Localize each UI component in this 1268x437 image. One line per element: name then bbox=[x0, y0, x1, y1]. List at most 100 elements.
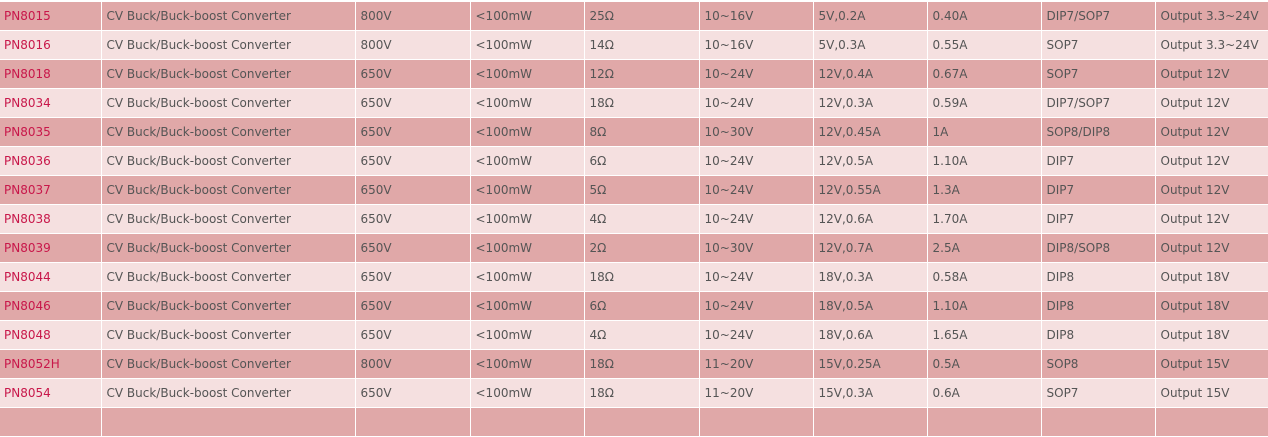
cell-package: DIP7 bbox=[1040, 146, 1156, 176]
cell-current-limit: 0.67A bbox=[926, 59, 1042, 89]
cell-package: SOP7 bbox=[1040, 378, 1156, 408]
cell-rdson: 4Ω bbox=[583, 320, 700, 350]
cell-rdson: 2Ω bbox=[583, 233, 700, 263]
cell-application: Output 12V bbox=[1154, 175, 1268, 205]
cell-package: SOP7 bbox=[1040, 30, 1156, 60]
cell-rdson: 25Ω bbox=[583, 1, 700, 31]
cell-part-number[interactable]: PN8016 bbox=[0, 30, 102, 60]
cell-voltage: 650V bbox=[354, 117, 471, 147]
cell-part-number[interactable]: PN8046 bbox=[0, 291, 102, 321]
cell-voltage: 650V bbox=[354, 59, 471, 89]
cell-rdson: 5Ω bbox=[583, 175, 700, 205]
cell-current-limit: 1.10A bbox=[926, 291, 1042, 321]
cell-type: CV Buck/Buck-boost Converter bbox=[100, 175, 356, 205]
cell-application: Output 3.3~24V bbox=[1154, 1, 1268, 31]
cell-part-number[interactable]: PN8034 bbox=[0, 88, 102, 118]
cell-rdson: 6Ω bbox=[583, 146, 700, 176]
table-row: PN8039 CV Buck/Buck-boost Converter 650V <1… bbox=[0, 233, 1268, 263]
cell-application: Output 3.3~24V bbox=[1154, 30, 1268, 60]
cell-part-number[interactable]: PN8048 bbox=[0, 320, 102, 350]
cell-part-number[interactable]: PN8038 bbox=[0, 204, 102, 234]
cell-vcc-range: 10~30V bbox=[698, 233, 814, 263]
table-row: PN8052H CV Buck/Buck-boost Converter 800V <… bbox=[0, 349, 1268, 379]
cell-vcc-range: 10~24V bbox=[698, 59, 814, 89]
cell-vcc-range: 10~30V bbox=[698, 117, 814, 147]
cell-standby-power: <100mW bbox=[469, 175, 585, 205]
cell-output: 12V,0.45A bbox=[812, 117, 928, 147]
cell-rdson: 12Ω bbox=[583, 59, 700, 89]
cell-rdson: 18Ω bbox=[583, 378, 700, 408]
cell-vcc-range: 10~16V bbox=[698, 30, 814, 60]
cell-part-number[interactable]: PN8044 bbox=[0, 262, 102, 292]
cell-voltage: 650V bbox=[354, 204, 471, 234]
cell-package: DIP8 bbox=[1040, 262, 1156, 292]
cell-output: 5V,0.3A bbox=[812, 30, 928, 60]
cell-output: 12V,0.3A bbox=[812, 88, 928, 118]
cell-part-number[interactable]: PN8052H bbox=[0, 349, 102, 379]
cell-voltage: 650V bbox=[354, 378, 471, 408]
cell-vcc-range: 10~24V bbox=[698, 175, 814, 205]
table-row: PN8015 CV Buck/Buck-boost Converter 800V <1… bbox=[0, 1, 1268, 31]
cell-vcc-range: 11~20V bbox=[698, 378, 814, 408]
cell-part-number[interactable]: PN8035 bbox=[0, 117, 102, 147]
cell-application: Output 12V bbox=[1154, 146, 1268, 176]
cell-voltage: 800V bbox=[354, 1, 471, 31]
cell-part-number[interactable]: PN8036 bbox=[0, 146, 102, 176]
cell-rdson: 14Ω bbox=[583, 30, 700, 60]
cell-type: CV Buck/Buck-boost Converter bbox=[100, 233, 356, 263]
cell-standby-power: <100mW bbox=[469, 291, 585, 321]
cell-standby-power: <100mW bbox=[469, 233, 585, 263]
cell-package: DIP7/SOP7 bbox=[1040, 1, 1156, 31]
cell-part-number[interactable]: PN8054 bbox=[0, 378, 102, 408]
cell-output: 12V,0.6A bbox=[812, 204, 928, 234]
table-row: PN8054 CV Buck/Buck-boost Converter 650V <1… bbox=[0, 378, 1268, 408]
cell-output: 12V,0.7A bbox=[812, 233, 928, 263]
cell-type: CV Buck/Buck-boost Converter bbox=[100, 88, 356, 118]
cell-current-limit: 1.3A bbox=[926, 175, 1042, 205]
cell-output: 15V,0.25A bbox=[812, 349, 928, 379]
cell-rdson: 18Ω bbox=[583, 262, 700, 292]
cell-type: CV Buck/Buck-boost Converter bbox=[100, 262, 356, 292]
table-row: PN8046 CV Buck/Buck-boost Converter 650V <1… bbox=[0, 291, 1268, 321]
cell-package: DIP8 bbox=[1040, 291, 1156, 321]
cell-part-number[interactable]: PN8018 bbox=[0, 59, 102, 89]
cell-standby-power: <100mW bbox=[469, 117, 585, 147]
cell-rdson: 6Ω bbox=[583, 291, 700, 321]
cell-application: Output 12V bbox=[1154, 204, 1268, 234]
cell-standby-power: <100mW bbox=[469, 59, 585, 89]
cell-application: Output 18V bbox=[1154, 291, 1268, 321]
cell-part-number[interactable]: PN8039 bbox=[0, 233, 102, 263]
cell-standby-power: <100mW bbox=[469, 349, 585, 379]
cell-vcc-range: 10~24V bbox=[698, 320, 814, 350]
cell-vcc-range: 11~20V bbox=[698, 349, 814, 379]
cell-part-number[interactable]: PN8037 bbox=[0, 175, 102, 205]
cell-output: 15V,0.3A bbox=[812, 378, 928, 408]
table-row: PN8018 CV Buck/Buck-boost Converter 650V <1… bbox=[0, 59, 1268, 89]
cell-output: 18V,0.3A bbox=[812, 262, 928, 292]
cell-package: DIP8/SOP8 bbox=[1040, 233, 1156, 263]
cell-standby-power: <100mW bbox=[469, 88, 585, 118]
cell-part-number[interactable]: PN8015 bbox=[0, 1, 102, 31]
cell-standby-power: <100mW bbox=[469, 1, 585, 31]
cell-type: CV Buck/Buck-boost Converter bbox=[100, 291, 356, 321]
cell-standby-power: <100mW bbox=[469, 204, 585, 234]
cell-application: Output 12V bbox=[1154, 117, 1268, 147]
cell-voltage: 650V bbox=[354, 320, 471, 350]
cell-rdson: 4Ω bbox=[583, 204, 700, 234]
cell-vcc-range: 10~24V bbox=[698, 291, 814, 321]
cell-output: 5V,0.2A bbox=[812, 1, 928, 31]
cell-rdson: 18Ω bbox=[583, 88, 700, 118]
cell-vcc-range: 10~24V bbox=[698, 204, 814, 234]
cell-type: CV Buck/Buck-boost Converter bbox=[100, 117, 356, 147]
table-row: PN8037 CV Buck/Buck-boost Converter 650V <1… bbox=[0, 175, 1268, 205]
cell-application: Output 12V bbox=[1154, 233, 1268, 263]
cell-application: Output 18V bbox=[1154, 262, 1268, 292]
cell-type: CV Buck/Buck-boost Converter bbox=[100, 1, 356, 31]
cell-vcc-range: 10~24V bbox=[698, 146, 814, 176]
cell-type: CV Buck/Buck-boost Converter bbox=[100, 378, 356, 408]
cell-voltage: 650V bbox=[354, 233, 471, 263]
cell-rdson: 8Ω bbox=[583, 117, 700, 147]
table-row: PN8016 CV Buck/Buck-boost Converter 800V <1… bbox=[0, 30, 1268, 60]
cell-package: DIP7 bbox=[1040, 175, 1156, 205]
